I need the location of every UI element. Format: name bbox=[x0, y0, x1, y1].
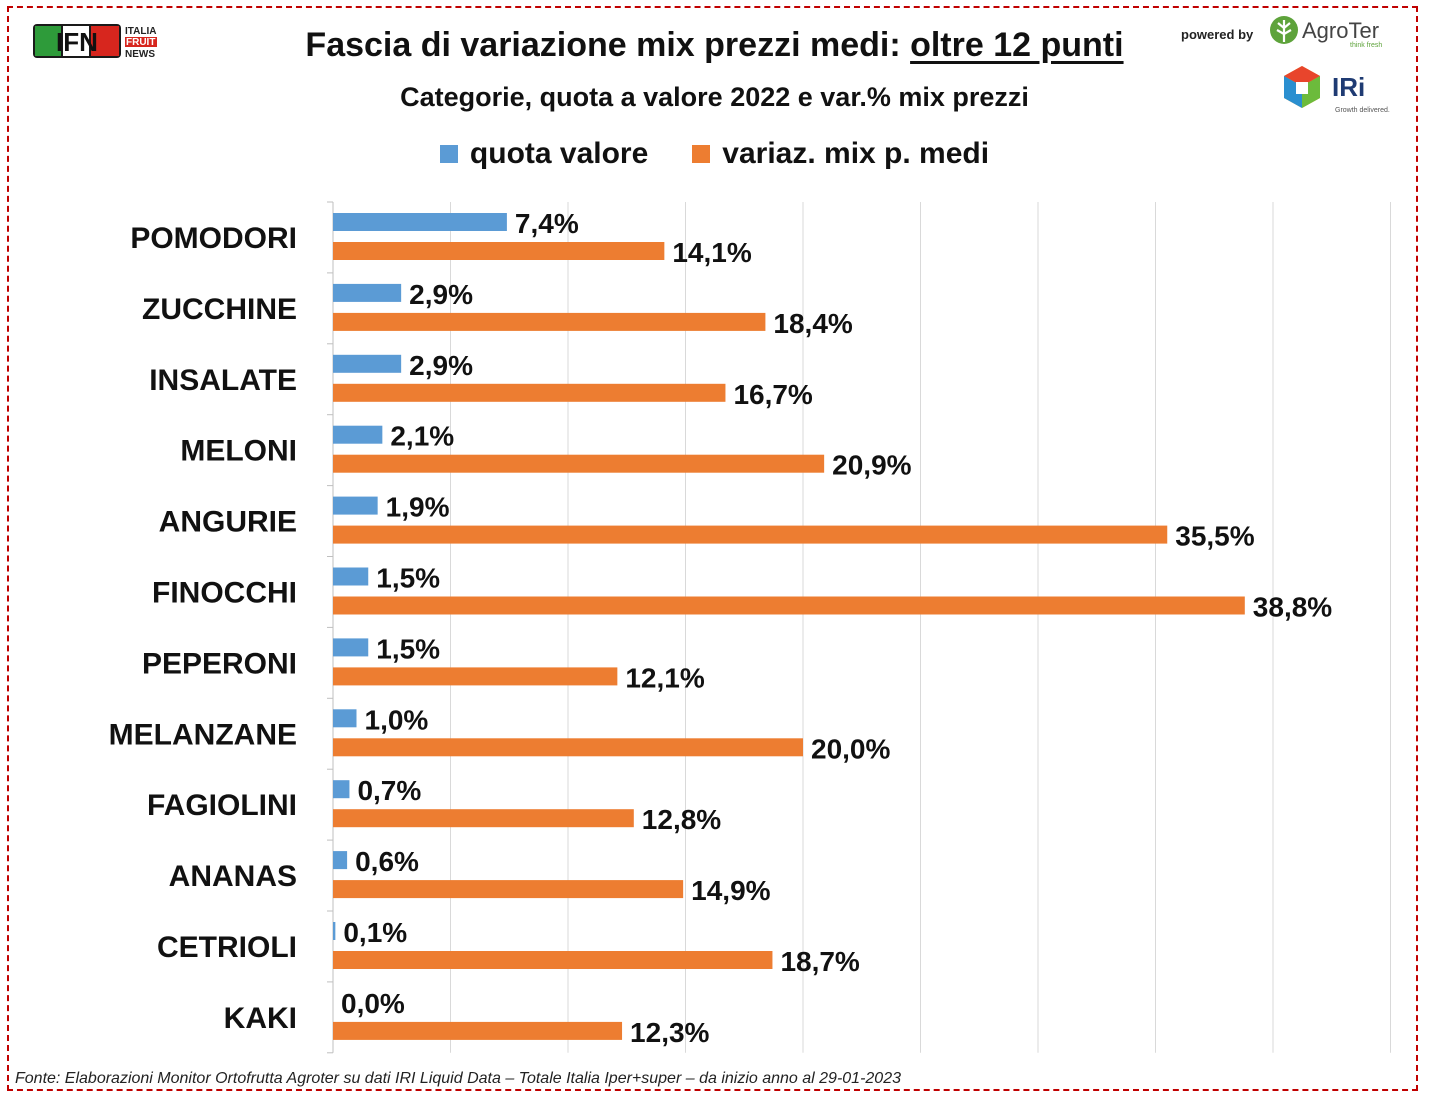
chart-frame bbox=[7, 6, 1418, 1091]
category-label: INSALATE bbox=[149, 364, 297, 397]
bar-variaz bbox=[333, 1021, 623, 1040]
legend: quota valore variaz. mix p. medi bbox=[0, 137, 1429, 171]
category-label: FAGIOLINI bbox=[147, 789, 297, 822]
category-label: KAKI bbox=[224, 1002, 297, 1035]
bar-variaz bbox=[333, 880, 684, 899]
data-label-quota: 0,0% bbox=[341, 988, 405, 1019]
bar-variaz bbox=[333, 809, 634, 828]
powered-by-label: powered by bbox=[1181, 27, 1254, 42]
bar-variaz bbox=[333, 951, 773, 969]
data-label-quota: 0,6% bbox=[355, 846, 419, 877]
data-label-variaz: 20,0% bbox=[811, 733, 890, 764]
category-label: ANGURIE bbox=[159, 506, 297, 539]
category-label: PEPERONI bbox=[142, 647, 297, 680]
chart-title: Fascia di variazione mix prezzi medi: ol… bbox=[305, 26, 1124, 64]
data-label-variaz: 18,7% bbox=[780, 946, 859, 977]
data-label-quota: 7,4% bbox=[515, 208, 579, 239]
bar-quota bbox=[333, 638, 369, 657]
data-label-variaz: 12,8% bbox=[642, 804, 721, 835]
category-label: MELANZANE bbox=[109, 718, 297, 751]
chart-title-underlined: oltre 12 punti bbox=[910, 26, 1124, 64]
bar-quota bbox=[333, 496, 378, 515]
data-label-variaz: 14,1% bbox=[672, 237, 751, 268]
legend-item-quota: quota valore bbox=[439, 137, 649, 171]
data-label-quota: 1,5% bbox=[376, 633, 440, 664]
bar-variaz bbox=[333, 525, 1168, 544]
bar-variaz bbox=[333, 454, 825, 473]
bar-variaz bbox=[333, 596, 1245, 615]
data-label-quota: 0,1% bbox=[343, 917, 407, 948]
svg-text:Growth delivered.: Growth delivered. bbox=[1335, 107, 1390, 114]
data-label-quota: 2,9% bbox=[409, 279, 473, 310]
iri-logo-text: IRi bbox=[1332, 72, 1365, 102]
data-label-quota: 2,9% bbox=[409, 350, 473, 381]
bar-quota bbox=[333, 922, 336, 940]
ifn-logo: IFN ITALIA FRUIT NEWS bbox=[33, 24, 157, 58]
bar-quota bbox=[333, 213, 507, 231]
legend-item-variaz: variaz. mix p. medi bbox=[692, 137, 989, 171]
bar-variaz bbox=[333, 738, 803, 757]
bar-quota bbox=[333, 425, 383, 444]
iri-logo: IRi Growth delivered. bbox=[1284, 66, 1390, 114]
legend-swatch-variaz bbox=[692, 145, 711, 163]
bar-variaz bbox=[333, 383, 726, 402]
bar-quota bbox=[333, 709, 357, 728]
chart-subtitle: Categorie, quota a valore 2022 e var.% m… bbox=[400, 82, 1029, 112]
bar-variaz bbox=[333, 312, 766, 331]
bar-quota bbox=[333, 283, 402, 302]
bar-quota bbox=[333, 354, 402, 373]
data-label-variaz: 18,4% bbox=[773, 308, 852, 339]
bar-quota bbox=[333, 780, 350, 799]
data-label-variaz: 12,1% bbox=[625, 662, 704, 693]
bar-variaz bbox=[333, 667, 618, 686]
category-label: FINOCCHI bbox=[152, 577, 297, 610]
data-label-variaz: 14,9% bbox=[691, 875, 770, 906]
data-label-variaz: 38,8% bbox=[1253, 592, 1332, 623]
bar-quota bbox=[333, 851, 348, 870]
category-label: MELONI bbox=[180, 435, 297, 468]
data-label-variaz: 16,7% bbox=[733, 379, 812, 410]
category-label: POMODORI bbox=[130, 222, 297, 255]
data-label-variaz: 12,3% bbox=[630, 1017, 709, 1048]
data-label-variaz: 20,9% bbox=[832, 450, 911, 481]
category-label: ZUCCHINE bbox=[142, 293, 297, 326]
data-label-variaz: 35,5% bbox=[1175, 521, 1254, 552]
legend-label-quota: quota valore bbox=[469, 137, 649, 170]
category-label: CETRIOLI bbox=[157, 931, 297, 964]
data-label-quota: 1,0% bbox=[365, 704, 429, 735]
svg-text:FRUIT: FRUIT bbox=[126, 37, 155, 48]
legend-swatch-quota bbox=[439, 145, 458, 163]
source-footer: Fonte: Elaborazioni Monitor Ortofrutta A… bbox=[15, 1070, 901, 1087]
agroter-logo: AgroTer think fresh bbox=[1270, 16, 1382, 49]
ifn-logo-text: IFN bbox=[56, 27, 98, 57]
legend-label-variaz: variaz. mix p. medi bbox=[722, 137, 990, 170]
svg-text:ITALIA: ITALIA bbox=[125, 26, 156, 37]
bar-quota bbox=[333, 567, 369, 586]
data-label-quota: 2,1% bbox=[390, 421, 454, 452]
data-label-quota: 0,7% bbox=[357, 775, 421, 806]
svg-text:NEWS: NEWS bbox=[125, 49, 155, 58]
agroter-logo-text: AgroTer bbox=[1302, 18, 1379, 43]
svg-text:think fresh: think fresh bbox=[1350, 42, 1382, 49]
bar-variaz bbox=[333, 242, 665, 260]
data-label-quota: 1,5% bbox=[376, 563, 440, 594]
category-label: ANANAS bbox=[169, 860, 297, 893]
data-label-quota: 1,9% bbox=[386, 492, 450, 523]
